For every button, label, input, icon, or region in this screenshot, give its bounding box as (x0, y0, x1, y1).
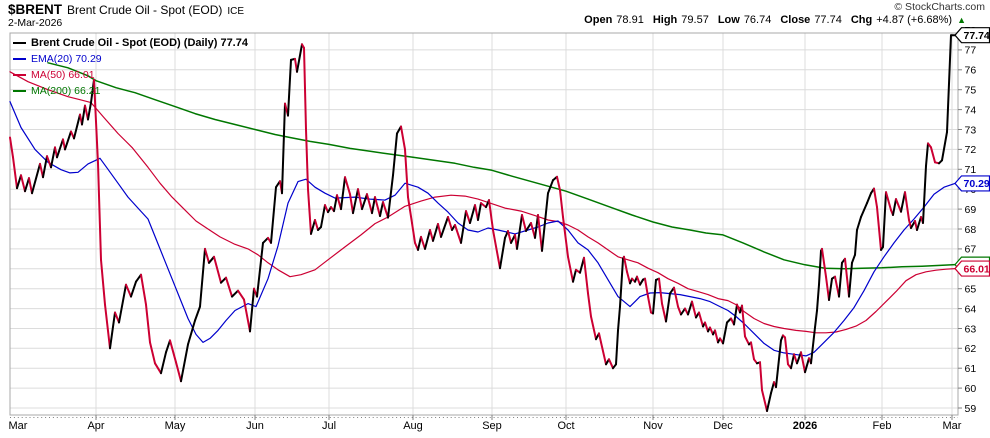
y-axis-label: 74 (965, 104, 977, 116)
y-axis-label: 60 (965, 383, 977, 395)
x-axis-label: Aug (403, 420, 423, 432)
price-line (9, 34, 956, 412)
y-axis-label: 64 (965, 303, 977, 315)
y-axis-label: 62 (965, 343, 977, 355)
quote-field-label: High (652, 14, 678, 26)
copyright-credit: © StockCharts.com (894, 1, 985, 13)
legend-item: MA(50) 66.01 (13, 67, 248, 83)
legend-color-dash (13, 41, 26, 45)
y-axis-label: 61 (965, 363, 977, 375)
legend-item-label: MA(50) 66.01 (31, 69, 95, 81)
legend-color-dash (13, 73, 26, 77)
quote-field-value: 76.74 (743, 14, 772, 26)
price-tag-value: 70.29 (964, 178, 990, 190)
price-tag-value: 77.74 (964, 30, 990, 42)
ticker-symbol: $BRENT (8, 2, 63, 17)
x-axis-label: Jul (322, 420, 336, 432)
legend-item-label: Brent Crude Oil - Spot (EOD) (Daily) 77.… (31, 37, 248, 49)
ma50-line (9, 71, 956, 334)
legend-color-dash (13, 57, 26, 61)
legend-item-label: EMA(20) 70.29 (31, 53, 102, 65)
y-axis-label: 65 (965, 284, 977, 296)
quote-field-label: Chg (850, 14, 873, 26)
quote-field-value: 79.57 (681, 14, 709, 26)
y-axis-label: 71 (965, 164, 977, 176)
y-axis-label: 73 (965, 124, 977, 136)
x-axis-label: Oct (557, 420, 574, 432)
x-axis-label: Mar (9, 420, 28, 432)
y-axis-labels: 5960616263646566676869707172737475767778 (965, 25, 977, 415)
y-axis-label: 72 (965, 144, 977, 156)
x-axis-labels: Mar Apr May Jun Jul Aug Sep Oct Nov Dec 2026 Feb Mar (9, 420, 962, 432)
ohlc-values: Open 78.91 High 79.57 Low 76.74 Close 77.74 Chg +… (575, 14, 952, 26)
y-axis-label: 77 (965, 45, 977, 57)
y-axis-label: 75 (965, 85, 977, 97)
x-axis-label: May (165, 420, 186, 432)
axis-ticks (10, 49, 962, 420)
exchange-label: ICE (227, 6, 245, 17)
chart-legend: Brent Crude Oil - Spot (EOD) (Daily) 77.… (13, 35, 248, 99)
change-up-arrow-icon: ▲ (957, 15, 966, 25)
legend-item: EMA(20) 70.29 (13, 51, 248, 67)
y-axis-label: 59 (965, 403, 977, 415)
quote-field-value: 77.74 (814, 14, 842, 26)
y-axis-label: 76 (965, 65, 977, 77)
chart-header: $BRENT Brent Crude Oil - Spot (EOD) ICE (8, 2, 244, 17)
ma200-line (47, 62, 956, 270)
x-axis-label: Nov (643, 420, 663, 432)
plot-border (9, 32, 959, 416)
y-axis-label: 68 (965, 224, 977, 236)
price-tag-value: 66.01 (964, 263, 990, 275)
y-axis-label: 69 (965, 204, 977, 216)
x-axis-label: Dec (713, 420, 733, 432)
x-axis-label: Mar (943, 420, 962, 432)
y-axis-label: 63 (965, 323, 977, 335)
quote-field-label: Close (780, 14, 811, 26)
quote-field-label: Open (584, 14, 613, 26)
quote-field-value: 78.91 (616, 14, 644, 26)
x-axis-label: 2026 (793, 420, 817, 432)
legend-color-dash (13, 89, 26, 93)
x-axis-label: Feb (873, 420, 892, 432)
legend-item-label: MA(200) 66.21 (31, 85, 101, 97)
instrument-title: Brent Crude Oil - Spot (EOD) (67, 3, 223, 17)
x-axis-label: Apr (87, 420, 104, 432)
quote-field-value: +4.87 (+6.68%) (876, 14, 953, 26)
legend-item: Brent Crude Oil - Spot (EOD) (Daily) 77.… (13, 35, 248, 51)
x-axis-label: Sep (482, 420, 502, 432)
y-axis-label: 67 (965, 244, 977, 256)
ohlc-quote-row: Open 78.91 High 79.57 Low 76.74 Close 77.74 Chg +… (575, 14, 966, 26)
legend-item: MA(200) 66.21 (13, 83, 248, 99)
quote-field-label: Low (717, 14, 740, 26)
chart-date: 2-Mar-2026 (8, 17, 63, 29)
x-axis-label: Jun (246, 420, 264, 432)
